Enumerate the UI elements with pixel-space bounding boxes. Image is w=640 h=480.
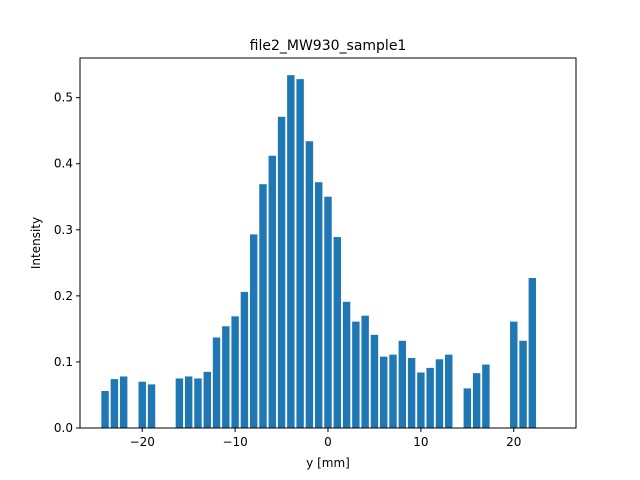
bar bbox=[380, 356, 388, 428]
bar bbox=[407, 357, 416, 428]
bar bbox=[110, 379, 119, 428]
bar bbox=[352, 321, 360, 429]
bar bbox=[519, 340, 527, 428]
bar bbox=[147, 384, 156, 428]
bar bbox=[482, 364, 490, 428]
bar bbox=[240, 291, 249, 428]
bar bbox=[249, 234, 258, 428]
bar bbox=[101, 391, 109, 428]
bar bbox=[426, 367, 434, 429]
chart-title: file2_MW930_sample1 bbox=[250, 38, 407, 54]
bar bbox=[259, 184, 267, 428]
bar bbox=[119, 376, 128, 428]
bar bbox=[305, 141, 314, 428]
y-axis-ticks: 0.0 0.1 0.2 0.3 0.4 0.5 bbox=[54, 91, 80, 435]
x-tick-label: −10 bbox=[222, 435, 247, 449]
bar bbox=[472, 373, 481, 428]
bar bbox=[528, 278, 537, 428]
bar bbox=[370, 334, 379, 428]
bar bbox=[194, 378, 202, 428]
x-axis-ticks: −20 −10 0 10 20 bbox=[130, 428, 521, 449]
x-axis-label: y [mm] bbox=[306, 456, 350, 470]
bar bbox=[324, 196, 332, 428]
bar bbox=[175, 378, 184, 428]
y-tick-label: 0.5 bbox=[54, 91, 73, 105]
bar bbox=[231, 316, 239, 428]
bar bbox=[361, 315, 369, 428]
x-tick-label: 0 bbox=[324, 435, 332, 449]
bar bbox=[463, 388, 472, 428]
y-tick-label: 0.1 bbox=[54, 355, 73, 369]
bar bbox=[435, 359, 444, 428]
bar bbox=[342, 301, 351, 428]
bar bbox=[277, 116, 286, 429]
y-tick-label: 0.4 bbox=[54, 157, 73, 171]
bar bbox=[138, 381, 146, 428]
y-tick-label: 0.2 bbox=[54, 289, 73, 303]
bar bbox=[445, 354, 453, 428]
x-tick-label: 10 bbox=[413, 435, 428, 449]
bar bbox=[203, 371, 211, 428]
bar bbox=[417, 372, 425, 428]
x-tick-label: 20 bbox=[506, 435, 521, 449]
bar bbox=[333, 237, 341, 428]
y-axis-label: Intensity bbox=[29, 217, 43, 269]
bar bbox=[212, 337, 221, 428]
y-tick-label: 0.0 bbox=[54, 421, 73, 435]
x-tick-label: −20 bbox=[130, 435, 155, 449]
bar bbox=[315, 182, 323, 428]
bar bbox=[389, 354, 397, 428]
bar bbox=[398, 340, 407, 428]
bar bbox=[296, 79, 304, 428]
y-tick-label: 0.3 bbox=[54, 223, 73, 237]
bar bbox=[510, 321, 518, 429]
bar bbox=[184, 376, 193, 428]
bar bbox=[222, 326, 230, 428]
bar bbox=[287, 75, 295, 429]
bar bbox=[268, 155, 276, 429]
bars-group bbox=[101, 75, 537, 429]
